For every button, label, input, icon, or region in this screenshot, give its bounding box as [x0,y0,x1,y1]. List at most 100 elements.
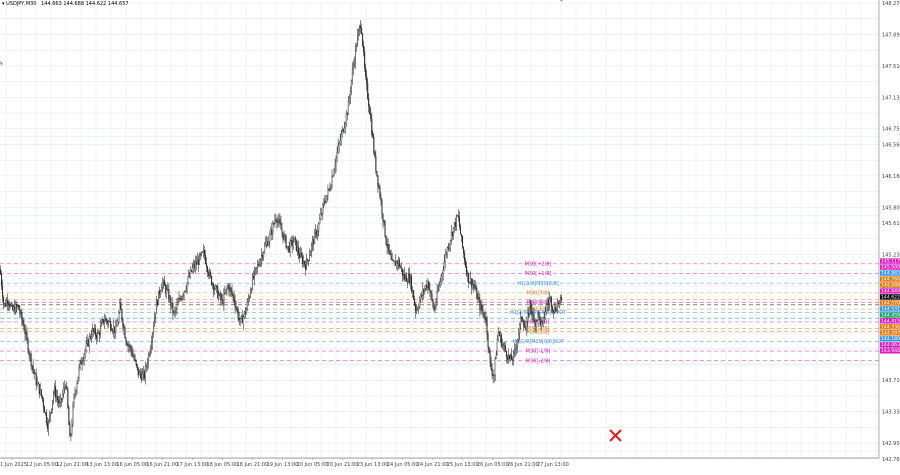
candle-body [485,317,487,321]
candle-body [259,264,261,266]
candle-body [150,342,152,350]
candle-body [77,376,79,384]
candle-body [132,354,134,357]
candle-body [328,188,330,190]
candle-body [552,309,554,313]
candle-body [198,254,200,265]
candle-body [232,294,234,296]
candle-body [555,310,557,312]
level-price-tag-text: 144.688 [881,282,900,288]
candle-body [58,399,60,404]
candle-body [444,254,446,263]
x-tick-label: 24 Jun 05:00 [387,462,419,468]
candle-body [18,305,20,311]
y-tick-label: 146.180 [882,174,900,180]
candle-body [513,352,515,361]
candle-body [424,288,426,292]
candle-body [526,321,528,331]
candle-body [400,267,402,269]
candle-body [394,260,396,266]
candle-body [308,260,310,261]
candle-body [151,333,153,343]
candle-body [137,367,139,376]
candle-body [505,350,507,358]
candle-body [342,129,344,133]
candle-body [411,276,413,292]
x-tick-label: 19 Jun 13:00 [267,462,299,468]
candle-body [384,220,386,237]
candle-body [420,294,422,301]
candle-body [249,291,251,298]
candle-body [365,67,367,76]
candle-body [186,282,188,290]
candle-body [181,296,183,300]
candle-body [284,235,286,237]
candle-body [123,326,125,329]
candle-body [84,350,86,355]
candle-body [350,80,352,92]
candle-body [477,297,479,299]
close-icon[interactable] [608,428,623,443]
candle-body [414,299,416,305]
candle-body [295,239,297,251]
x-tick-label: 23 Jun 13:00 [357,462,389,468]
candle-body [465,260,467,267]
candle-body [373,137,375,153]
candle-body [136,364,138,368]
candle-body [63,387,65,395]
candle-body [448,244,450,250]
candle-body [353,61,355,66]
candle-body [237,309,239,319]
level-price-tag [880,288,900,294]
candle-body [270,229,272,235]
candle-body [9,303,11,307]
level-price-tag-text: 144.883 [881,270,900,276]
candle-body [402,273,404,276]
candle-body [62,393,64,400]
candle-body [2,285,4,298]
level-price-tag [880,258,900,264]
candle-body [280,223,282,230]
candle-body [46,422,48,429]
y-tick-label: 143.710 [882,378,900,384]
level-price-tag [880,276,900,282]
candle-body [200,252,202,256]
candle-body [512,359,514,361]
candle-body [527,313,529,322]
candle-body [312,239,314,245]
level-price-tag [880,282,900,288]
candle-body [124,327,126,339]
x-tick-label: 24 Jun 21:00 [417,462,449,468]
candle-body [529,300,531,315]
level-price-tag-text: 144.336 [881,324,900,330]
mouse-cursor-icon [0,61,3,65]
dropdown-arrow-icon[interactable]: ▾ [2,1,5,7]
candle-body [49,412,51,416]
candle-body [97,332,99,334]
candle-body [330,186,332,191]
candle-body [171,302,173,307]
candle-body [450,232,452,241]
candle-body [543,317,545,319]
candle-body [398,259,400,267]
candle-body [344,123,346,129]
candle-body [54,386,56,393]
x-tick-label: 11 Jun 2025 [0,462,27,468]
candle-body [19,309,21,315]
candle-body [258,264,260,266]
candle-body [467,272,469,276]
candle-body [246,301,248,310]
candle-body [313,239,315,245]
candle-body [316,230,318,236]
candle-body [96,332,98,339]
candle-body [271,229,273,235]
candle-body [547,303,549,305]
candle-body [159,290,161,295]
candle-body [144,366,146,379]
level-price-tag [880,342,900,348]
candle-body [220,293,222,301]
candle-body [180,298,182,300]
candle-body [266,241,268,244]
